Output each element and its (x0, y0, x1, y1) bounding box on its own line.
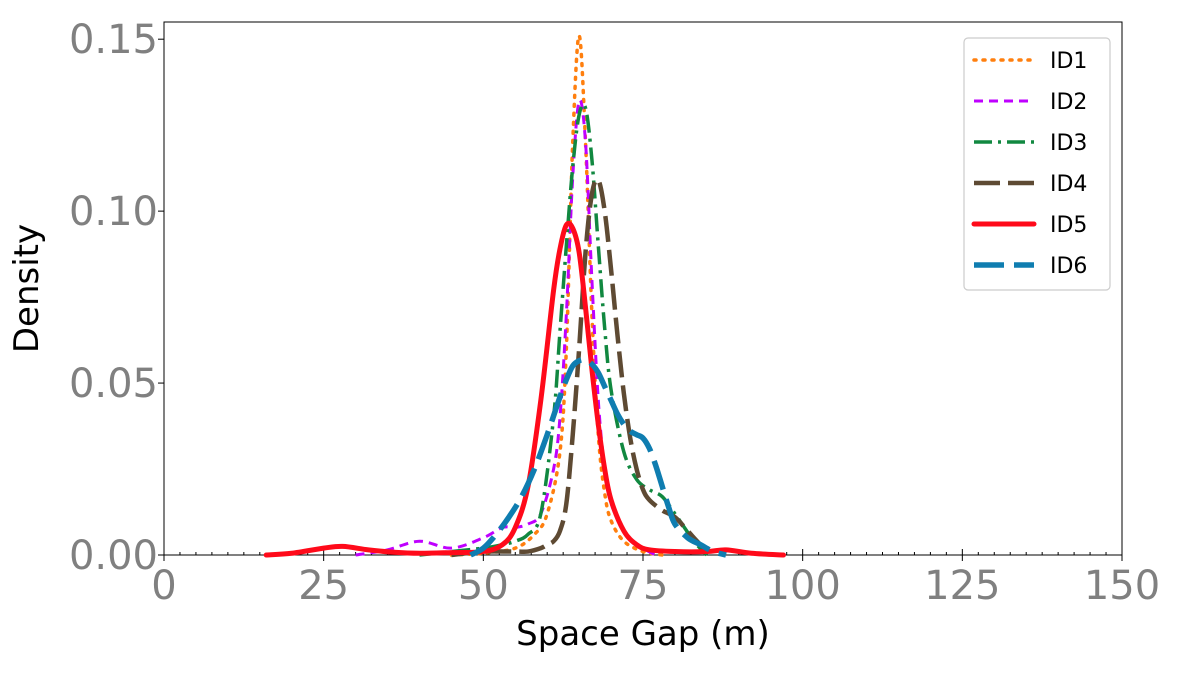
y-tick-label: 0.05 (69, 361, 158, 407)
x-tick-label: 125 (924, 563, 1000, 609)
y-axis-ticks: 0.00 0.05 0.10 0.15 (69, 17, 164, 579)
x-tick-label: 50 (458, 563, 509, 609)
series-line-id2 (355, 98, 657, 557)
x-axis-label: Space Gap (m) (516, 614, 770, 654)
series-line-id1 (449, 34, 664, 557)
series-line-id3 (419, 102, 709, 557)
y-tick-label: 0.10 (69, 189, 158, 235)
legend-label-id2: ID2 (1050, 90, 1087, 115)
x-tick-label: 25 (298, 563, 349, 609)
x-tick-label: 75 (618, 563, 669, 609)
legend-label-id4: ID4 (1050, 172, 1087, 197)
x-tick-label: 0 (151, 563, 176, 609)
y-tick-label: 0.00 (69, 533, 158, 579)
legend-label-id5: ID5 (1050, 213, 1087, 238)
x-tick-label: 100 (764, 563, 840, 609)
series-lines (263, 34, 787, 558)
legend-label-id3: ID3 (1050, 131, 1087, 156)
legend-box (963, 37, 1111, 291)
series-line-id6 (469, 356, 727, 558)
series-line-id5 (263, 220, 787, 558)
x-tick-label: 150 (1084, 563, 1160, 609)
series-line-id4 (451, 177, 715, 558)
x-axis-ticks: 0 25 50 75 100 125 150 (151, 555, 1160, 609)
y-axis-label: Density (7, 224, 47, 353)
legend-label-id6: ID6 (1050, 254, 1087, 279)
legend: ID1 ID2 ID3 ID4 ID5 ID6 (963, 37, 1111, 291)
y-tick-label: 0.15 (69, 17, 158, 63)
legend-label-id1: ID1 (1050, 49, 1087, 74)
